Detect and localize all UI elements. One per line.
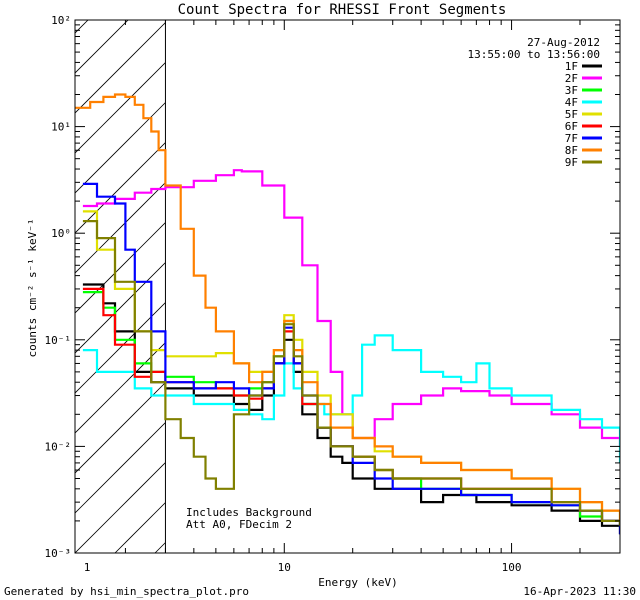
y-tick-label: 10⁻¹ bbox=[45, 334, 72, 347]
x-tick-label: 100 bbox=[502, 561, 522, 574]
hatch-mask bbox=[165, 20, 620, 553]
legend-label-1F: 1F bbox=[565, 60, 578, 73]
hatch-line bbox=[75, 20, 89, 34]
y-tick-label: 10⁻³ bbox=[45, 547, 72, 560]
footer-timestamp: 16-Apr-2023 11:30 bbox=[523, 585, 636, 598]
plot-frame bbox=[74, 19, 621, 554]
legend-label-4F: 4F bbox=[565, 96, 578, 109]
legend-label-3F: 3F bbox=[565, 84, 578, 97]
hatch-line bbox=[75, 20, 209, 154]
y-tick-label: 10¹ bbox=[51, 121, 71, 134]
legend-label-8F: 8F bbox=[565, 144, 578, 157]
y-tick-label: 10⁻² bbox=[45, 440, 72, 453]
legend-label-7F: 7F bbox=[565, 132, 578, 145]
series-8F-line bbox=[75, 93, 620, 521]
axis-ticks: 1 10 100 10⁻³ 10⁻² 10⁻¹ 10⁰ 10¹ 10² bbox=[45, 14, 621, 574]
series-7F-line bbox=[82, 182, 620, 535]
y-tick-label: 10⁰ bbox=[51, 227, 71, 240]
legend-label-6F: 6F bbox=[565, 120, 578, 133]
y-axis-label: counts cm⁻² s⁻¹ keV⁻¹ bbox=[26, 218, 39, 357]
hatch-line bbox=[75, 20, 169, 114]
series-9F-line bbox=[82, 220, 620, 526]
annotation-background: Includes Background bbox=[186, 506, 312, 519]
legend-label-2F: 2F bbox=[565, 72, 578, 85]
x-tick-label: 1 bbox=[84, 561, 91, 574]
footer-generated-by: Generated by hsi_min_spectra_plot.pro bbox=[4, 585, 249, 598]
x-axis-label: Energy (keV) bbox=[318, 576, 397, 589]
y-tick-label: 10² bbox=[51, 14, 71, 27]
background-hatched-region bbox=[0, 13, 620, 553]
hatch-line bbox=[0, 13, 15, 553]
series-layer bbox=[75, 93, 620, 535]
chart-title: Count Spectra for RHESSI Front Segments bbox=[178, 2, 507, 18]
x-tick-label: 10 bbox=[278, 561, 291, 574]
legend-label-9F: 9F bbox=[565, 156, 578, 169]
date-label: 27-Aug-2012 bbox=[527, 36, 600, 49]
annotation-attenuator: Att A0, FDecim 2 bbox=[186, 518, 292, 531]
time-range-label: 13:55:00 to 13:56:00 bbox=[468, 48, 600, 61]
legend-label-5F: 5F bbox=[565, 108, 578, 121]
